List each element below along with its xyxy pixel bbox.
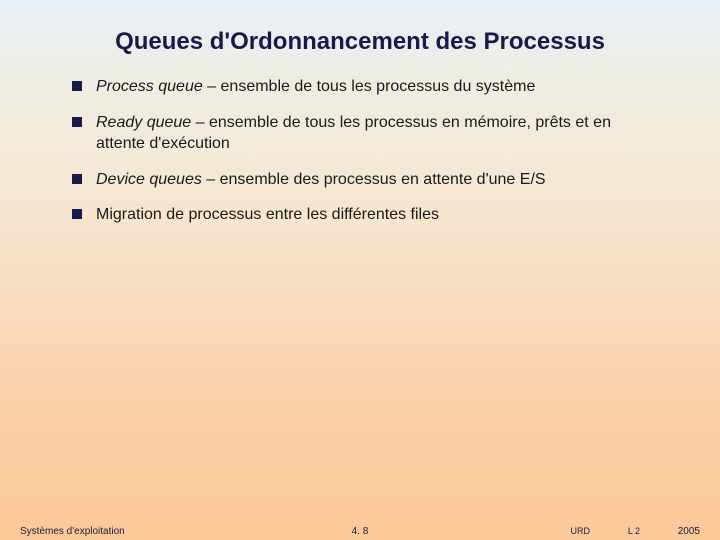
list-item: Device queues – ensemble des processus e… <box>72 169 660 191</box>
bullet-text: Process queue – ensemble de tous les pro… <box>96 76 535 98</box>
definition: Migration de processus entre les différe… <box>96 206 439 223</box>
footer-l2: L 2 <box>628 526 640 536</box>
footer-left: Systèmes d'exploitation <box>20 526 125 537</box>
term: Device queues <box>96 171 202 188</box>
definition: – ensemble des processus en attente d'un… <box>202 171 546 188</box>
slide-title: Queues d'Ordonnancement des Processus <box>0 0 720 76</box>
definition: – ensemble de tous les processus du syst… <box>203 78 536 95</box>
term: Ready queue <box>96 114 191 131</box>
square-bullet-icon <box>72 209 82 219</box>
square-bullet-icon <box>72 174 82 184</box>
square-bullet-icon <box>72 117 82 127</box>
list-item: Ready queue – ensemble de tous les proce… <box>72 112 660 155</box>
footer-page-number: 4. 8 <box>352 526 369 537</box>
slide-content: Process queue – ensemble de tous les pro… <box>0 76 720 226</box>
term: Process queue <box>96 78 203 95</box>
bullet-text: Device queues – ensemble des processus e… <box>96 169 546 191</box>
list-item: Process queue – ensemble de tous les pro… <box>72 76 660 98</box>
square-bullet-icon <box>72 81 82 91</box>
footer-year: 2005 <box>678 526 700 537</box>
list-item: Migration de processus entre les différe… <box>72 204 660 226</box>
footer-urd: URD <box>571 526 591 536</box>
bullet-text: Migration de processus entre les différe… <box>96 204 439 226</box>
bullet-text: Ready queue – ensemble de tous les proce… <box>96 112 660 155</box>
